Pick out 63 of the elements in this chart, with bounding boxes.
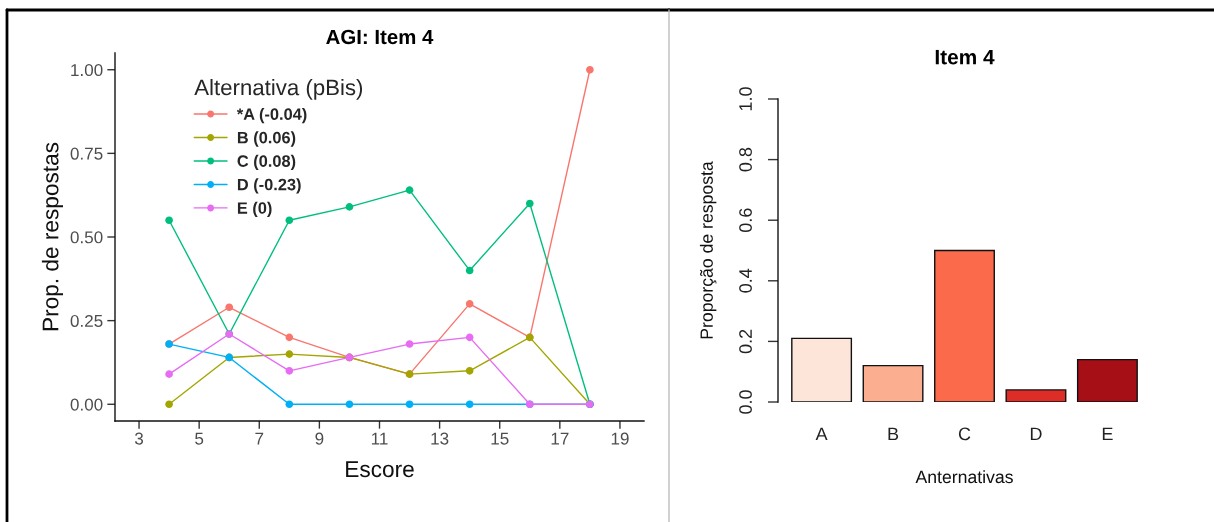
point xyxy=(285,350,294,358)
point xyxy=(465,300,474,308)
x-tick-label: 5 xyxy=(195,432,204,445)
legend-label: *A (-0.04) xyxy=(236,107,307,124)
y-tick-label: 1.00 xyxy=(71,63,103,77)
x-tick-label: 11 xyxy=(371,432,388,445)
x-tick-label: 3 xyxy=(134,432,144,445)
y-axis-title: Prop. de respostas xyxy=(41,142,63,331)
bar xyxy=(1076,358,1138,402)
y-tick-label: 0.50 xyxy=(70,231,103,244)
x-tick-label: B xyxy=(888,427,899,441)
point xyxy=(225,303,234,312)
x-tick-label: 19 xyxy=(611,432,629,445)
point xyxy=(345,203,354,211)
point xyxy=(165,370,173,378)
legend-label: C (0.08) xyxy=(237,154,296,171)
point xyxy=(285,216,294,225)
y-tick-label: 0.2 xyxy=(739,329,752,354)
x-tick-label: D xyxy=(1030,427,1042,441)
y-tick-label: 0.8 xyxy=(739,147,752,172)
legend-label: E (0) xyxy=(237,201,272,218)
x-tick-label: 15 xyxy=(491,432,509,445)
x-axis-title: Anternativas xyxy=(915,470,1013,484)
point xyxy=(285,333,294,342)
y-tick-label: 0.00 xyxy=(70,398,103,411)
point xyxy=(465,367,474,375)
y-tick-label: 0.4 xyxy=(739,268,752,293)
y-tick-label: 0.25 xyxy=(70,314,103,327)
point xyxy=(285,367,294,375)
x-axis-title: Escore xyxy=(346,461,414,478)
point xyxy=(285,400,294,409)
y-tick-label: 0.6 xyxy=(739,208,752,233)
point xyxy=(465,400,474,409)
x-tick-label: 9 xyxy=(315,432,324,445)
y-tick-label: 0.75 xyxy=(70,147,103,160)
x-tick-label: A xyxy=(815,427,828,441)
legend-title: Alternativa (pBis) xyxy=(194,78,363,100)
point xyxy=(525,199,534,208)
x-tick-label: 17 xyxy=(551,432,569,445)
point xyxy=(345,400,354,409)
x-tick-label: E xyxy=(1102,427,1113,441)
bar xyxy=(862,364,924,402)
point xyxy=(586,65,594,74)
y-tick-label: 0.0 xyxy=(739,390,752,414)
point xyxy=(405,400,414,409)
legend-label: B (0.06) xyxy=(237,131,296,147)
bar xyxy=(791,337,853,402)
bar xyxy=(1005,389,1067,402)
x-tick-label: 7 xyxy=(255,432,264,445)
point xyxy=(165,400,173,409)
x-tick-label: 13 xyxy=(431,432,449,445)
bar xyxy=(934,249,995,402)
point xyxy=(165,216,173,225)
y-axis-title: Proporção de resposta xyxy=(699,161,717,339)
point xyxy=(465,333,474,342)
point xyxy=(405,186,414,194)
legend-label: D (-0.23) xyxy=(237,178,301,194)
chart-title: Item 4 xyxy=(935,49,995,65)
point xyxy=(465,266,474,275)
y-tick-label: 1.0 xyxy=(739,87,752,111)
point xyxy=(405,340,414,348)
x-tick-label: C xyxy=(958,427,971,441)
chart-title: AGI: Item 4 xyxy=(326,29,434,45)
